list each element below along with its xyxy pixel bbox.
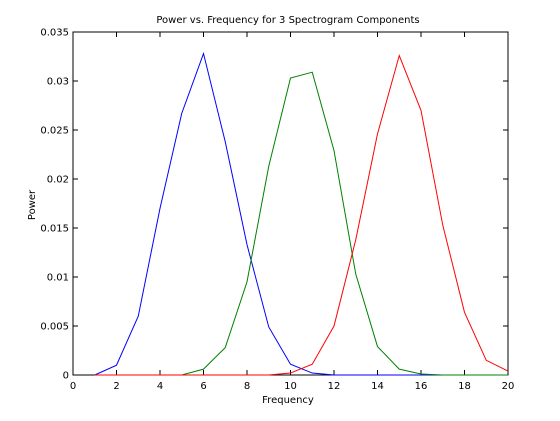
- x-axis-title: Frequency: [262, 395, 314, 406]
- y-tick-label: 0.015: [40, 224, 69, 235]
- y-tick-label: 0.035: [40, 28, 69, 39]
- chart-title: Power vs. Frequency for 3 Spectrogram Co…: [156, 15, 419, 26]
- x-tick-label: 2: [113, 381, 119, 392]
- y-tick-label: 0.01: [47, 273, 69, 284]
- y-tick-label: 0.03: [47, 77, 69, 88]
- x-tick-label: 10: [284, 381, 297, 392]
- x-tick-label: 16: [415, 381, 428, 392]
- y-tick-label: 0.02: [47, 175, 69, 186]
- x-tick-label: 14: [371, 381, 384, 392]
- y-tick-label: 0.005: [40, 322, 69, 333]
- x-tick-label: 0: [70, 381, 76, 392]
- x-tick-label: 12: [328, 381, 341, 392]
- x-tick-label: 18: [458, 381, 471, 392]
- y-axis-title: Power: [27, 189, 38, 220]
- x-tick-label: 8: [244, 381, 250, 392]
- x-tick-label: 4: [157, 381, 163, 392]
- y-tick-label: 0.025: [40, 126, 69, 137]
- y-tick-label: 0: [63, 371, 69, 382]
- x-tick-label: 20: [502, 381, 515, 392]
- series-line-3: [94, 53, 509, 376]
- plot-area: 0 2 4 6 8 10 12 14 16 18 20 0 0.005 0.01 0.015 0.02 0.02…: [40, 28, 514, 393]
- x-tick-label: 6: [200, 381, 206, 392]
